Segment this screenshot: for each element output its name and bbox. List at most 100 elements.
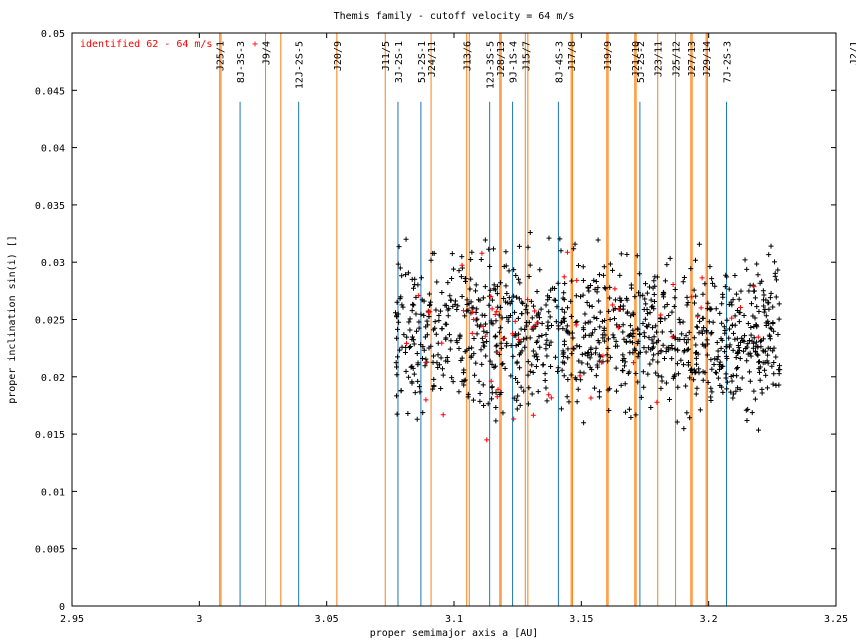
data-point [414,350,420,356]
data-point [764,385,770,391]
data-point [530,412,536,418]
data-point [592,385,598,391]
data-point [517,280,523,286]
data-point [637,331,643,337]
y-tick-label: 0.03 [41,258,65,269]
data-point [464,347,470,353]
data-point [630,360,636,366]
data-point [674,361,680,367]
data-point [470,309,476,315]
data-point [481,402,487,408]
data-point [546,342,552,348]
data-point [612,297,618,303]
data-point [503,249,509,255]
data-point [414,416,420,422]
data-point [697,318,703,324]
data-point [614,388,620,394]
data-point [547,314,553,320]
data-point [752,295,758,301]
data-point [669,309,675,315]
data-point [478,257,484,263]
data-point [411,371,417,377]
data-point [760,297,766,303]
data-point [561,373,567,379]
data-point [436,312,442,318]
data-point [508,342,514,348]
data-point [421,312,427,318]
data-point [630,340,636,346]
data-point [695,351,701,357]
data-point [512,318,518,324]
data-point [449,251,455,257]
data-point [669,334,675,340]
data-point [580,278,586,284]
data-point [413,294,419,300]
data-point [771,371,777,377]
data-point [713,306,719,312]
data-point [488,294,494,300]
data-point [765,360,771,366]
data-point [672,346,678,352]
data-point [684,294,690,300]
data-point [416,293,422,299]
data-point [606,308,612,314]
data-point [643,349,649,355]
data-point [445,307,451,313]
data-point [515,342,521,348]
data-point [459,262,465,268]
data-point [428,257,434,263]
data-point [596,394,602,400]
data-point [767,295,773,301]
resonance-label: J11/5 [381,41,392,71]
data-point [691,287,697,293]
data-point [668,329,674,335]
data-point [495,349,501,355]
data-point [573,322,579,328]
data-point [529,362,535,368]
data-point [425,322,431,328]
data-point [672,286,678,292]
data-point [498,390,504,396]
data-point [574,319,580,325]
data-point [775,332,781,338]
data-point [694,385,700,391]
data-point [593,373,599,379]
data-point [403,368,409,374]
data-point [457,332,463,338]
data-point [587,364,593,370]
data-point [574,277,580,283]
data-point [722,327,728,333]
data-point [582,311,588,317]
data-point [513,343,519,349]
x-tick-label: 3 [196,614,202,625]
data-point [508,313,514,319]
data-point [727,344,733,350]
data-point [689,294,695,300]
data-point [490,246,496,252]
resonance-label: J25/12 [672,41,683,77]
data-point [473,288,479,294]
data-point [439,340,445,346]
data-point [702,370,708,376]
data-point [647,284,653,290]
data-point [500,361,506,367]
data-point [659,374,665,380]
data-point [623,338,629,344]
data-point [509,298,515,304]
legend-label: identified 62 - 64 m/s [80,39,212,50]
data-point [479,335,485,341]
data-point [421,347,427,353]
data-point [767,336,773,342]
data-point [650,357,656,363]
data-point [494,342,500,348]
data-point [530,324,536,330]
data-point [621,336,627,342]
data-point [450,379,456,385]
data-point [534,357,540,363]
data-point [512,309,518,315]
data-point [494,394,500,400]
y-tick-label: 0.025 [35,316,65,327]
data-point [719,364,725,370]
data-point [445,313,451,319]
data-point [735,343,741,349]
